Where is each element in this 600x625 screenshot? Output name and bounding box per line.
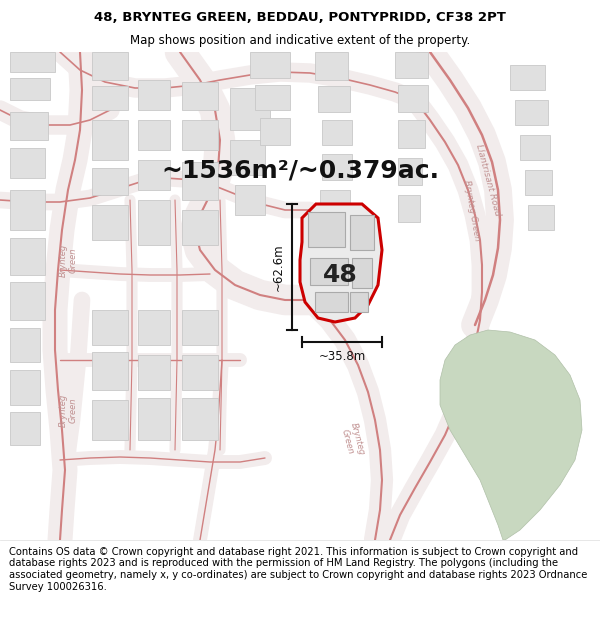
Polygon shape [235, 185, 265, 215]
Polygon shape [230, 140, 265, 175]
Polygon shape [398, 195, 420, 222]
Polygon shape [138, 310, 170, 345]
Text: Brynteg
Green: Brynteg Green [58, 243, 78, 277]
Polygon shape [138, 398, 170, 440]
Polygon shape [350, 292, 368, 312]
Polygon shape [182, 210, 218, 245]
Polygon shape [10, 52, 55, 72]
Polygon shape [255, 85, 290, 110]
Polygon shape [92, 86, 128, 110]
Polygon shape [182, 162, 218, 200]
Polygon shape [138, 160, 170, 190]
Polygon shape [398, 85, 428, 112]
Polygon shape [92, 352, 128, 390]
Polygon shape [350, 215, 374, 250]
Polygon shape [10, 112, 48, 140]
Text: ~35.8m: ~35.8m [319, 349, 365, 362]
Polygon shape [92, 52, 128, 80]
Polygon shape [10, 282, 45, 320]
Polygon shape [92, 400, 128, 440]
Text: Llantrisant Road: Llantrisant Road [474, 143, 502, 217]
Polygon shape [92, 120, 128, 160]
Polygon shape [138, 200, 170, 245]
Text: Brynteg Green: Brynteg Green [462, 179, 482, 241]
Text: Map shows position and indicative extent of the property.: Map shows position and indicative extent… [130, 34, 470, 47]
Polygon shape [398, 120, 425, 148]
Polygon shape [92, 168, 128, 195]
Text: ~1536m²/~0.379ac.: ~1536m²/~0.379ac. [161, 158, 439, 182]
Polygon shape [92, 205, 128, 240]
Polygon shape [10, 238, 45, 275]
Polygon shape [138, 355, 170, 390]
Polygon shape [10, 370, 40, 405]
Polygon shape [250, 52, 290, 78]
Polygon shape [260, 118, 290, 145]
Polygon shape [440, 330, 582, 540]
Polygon shape [10, 78, 50, 100]
Polygon shape [398, 158, 422, 185]
Polygon shape [182, 398, 218, 440]
Polygon shape [92, 310, 128, 345]
Polygon shape [300, 204, 382, 322]
Polygon shape [525, 170, 552, 195]
Polygon shape [320, 190, 350, 215]
Text: ~62.6m: ~62.6m [271, 243, 284, 291]
Text: 48, BRYNTEG GREEN, BEDDAU, PONTYPRIDD, CF38 2PT: 48, BRYNTEG GREEN, BEDDAU, PONTYPRIDD, C… [94, 11, 506, 24]
Polygon shape [10, 328, 40, 362]
Polygon shape [315, 52, 348, 80]
Text: 48: 48 [323, 263, 358, 287]
Polygon shape [528, 205, 554, 230]
Text: Brynteg
Green: Brynteg Green [338, 421, 365, 459]
Polygon shape [322, 154, 352, 180]
Polygon shape [182, 310, 218, 345]
Polygon shape [510, 65, 545, 90]
Polygon shape [308, 212, 345, 247]
Polygon shape [182, 355, 218, 390]
Polygon shape [138, 80, 170, 110]
Polygon shape [182, 82, 218, 110]
Text: Contains OS data © Crown copyright and database right 2021. This information is : Contains OS data © Crown copyright and d… [9, 547, 587, 592]
Polygon shape [310, 258, 348, 285]
Polygon shape [10, 412, 40, 445]
Polygon shape [10, 148, 45, 178]
Polygon shape [10, 190, 45, 230]
Text: Brynteg
Green: Brynteg Green [58, 393, 78, 427]
Polygon shape [515, 100, 548, 125]
Polygon shape [352, 258, 372, 288]
Polygon shape [322, 120, 352, 145]
Polygon shape [182, 120, 218, 150]
Polygon shape [138, 120, 170, 150]
Polygon shape [520, 135, 550, 160]
Polygon shape [315, 292, 348, 312]
Polygon shape [395, 52, 428, 78]
Polygon shape [230, 88, 270, 130]
Polygon shape [318, 86, 350, 112]
